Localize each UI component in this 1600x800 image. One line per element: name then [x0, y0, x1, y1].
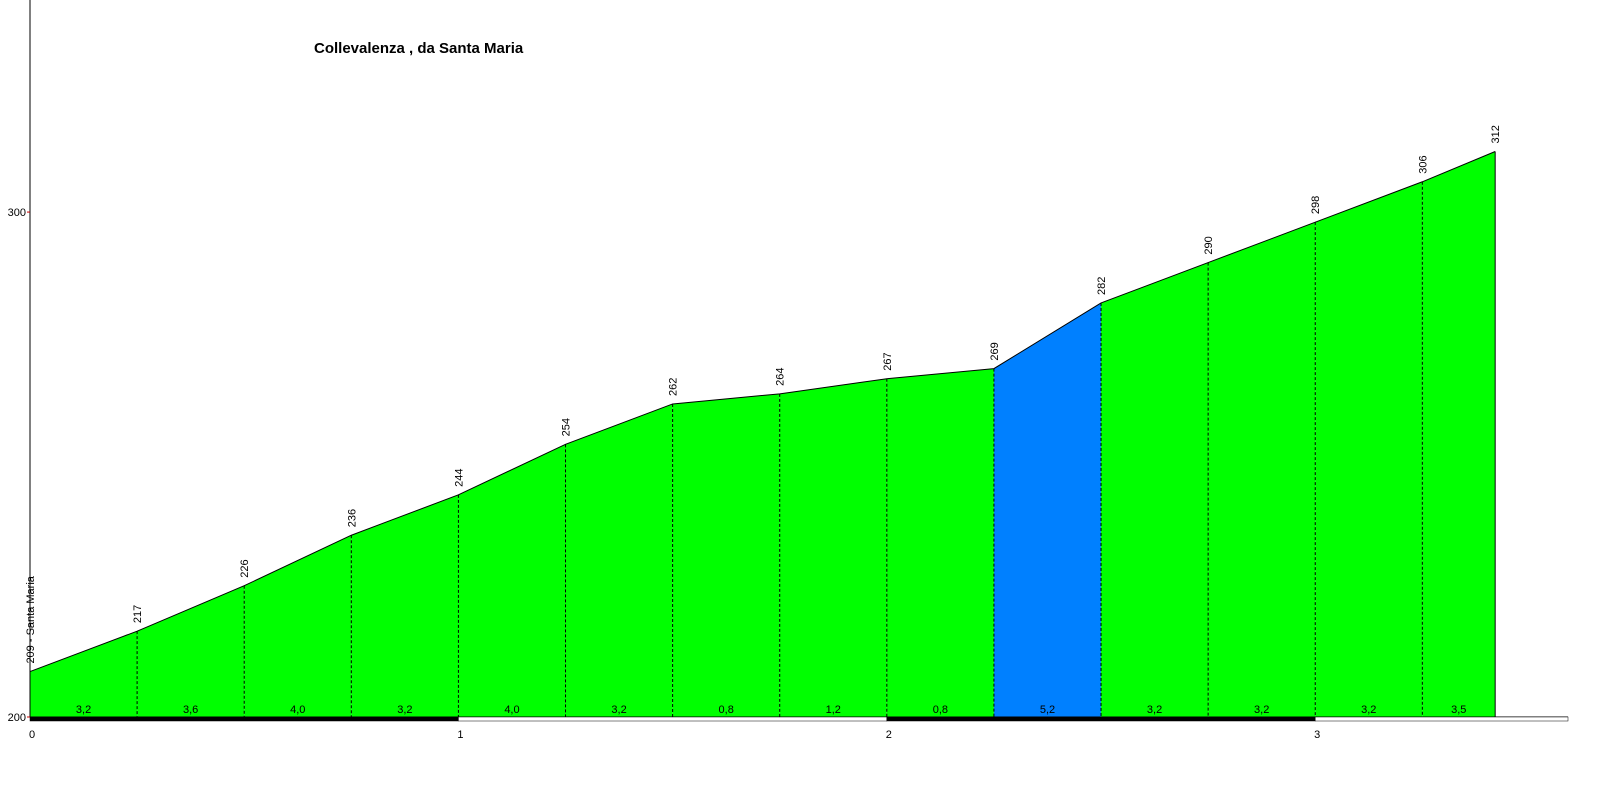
elevation-label: 267: [882, 352, 894, 370]
elevation-label: 312: [1490, 125, 1502, 143]
gradient-label: 1,2: [826, 704, 841, 716]
gradient-label: 4,0: [504, 704, 519, 716]
y-tick-label: 300: [8, 207, 26, 219]
profile-line: [29, 151, 1496, 673]
chart-title: Collevalenza , da Santa Maria: [314, 40, 524, 57]
elevation-label: 209 - Santa Maria: [25, 575, 37, 663]
km-bar: [29, 716, 459, 722]
gradient-label: 3,2: [76, 704, 91, 716]
elevation-label: 244: [453, 468, 465, 486]
gradient-segment: [565, 403, 673, 717]
x-tick-label: 1: [457, 729, 463, 741]
gradient-segment: [137, 585, 245, 717]
y-tick-label: 200: [8, 712, 26, 724]
gradient-label: 3,2: [397, 704, 412, 716]
elevation-label: 226: [239, 559, 251, 577]
gradient-label: 0,8: [719, 704, 734, 716]
gradient-segment: [351, 494, 459, 717]
gradient-label: 3,2: [611, 704, 626, 716]
gradient-label: 3,2: [1361, 704, 1376, 716]
elevation-label: 282: [1096, 277, 1108, 295]
elevation-label: 306: [1417, 155, 1429, 173]
gradient-label: 3,2: [1254, 704, 1269, 716]
gradient-label: 3,6: [183, 704, 198, 716]
gradient-segment: [672, 393, 780, 717]
gradient-label: 4,0: [290, 704, 305, 716]
elevation-label: 298: [1310, 196, 1322, 214]
gradient-label: 3,2: [1147, 704, 1162, 716]
gradient-segment: [30, 631, 138, 717]
x-tick-label: 3: [1314, 729, 1320, 741]
gradient-segment: [1101, 262, 1209, 717]
km-bar: [458, 716, 888, 722]
km-bar: [886, 716, 1316, 722]
elevation-label: 269: [989, 342, 1001, 360]
gradient-segment: [779, 378, 887, 717]
gradient-segment: [1208, 222, 1316, 718]
km-bar: [1314, 716, 1569, 722]
elevation-label: 254: [561, 418, 573, 436]
elevation-label: 217: [132, 605, 144, 623]
gradient-segment: [458, 444, 566, 717]
gradient-segment: [1315, 181, 1423, 717]
gradient-label: 3,5: [1451, 704, 1466, 716]
elevation-label: 262: [668, 378, 680, 396]
elevation-label: 236: [346, 509, 358, 527]
gradient-label: 5,2: [1040, 704, 1055, 716]
gradient-segment: [993, 302, 1102, 717]
gradient-label: 0,8: [933, 704, 948, 716]
x-tick-label: 0: [29, 729, 35, 741]
elevation-label: 264: [775, 367, 787, 385]
gradient-segment: [244, 535, 352, 717]
elevation-label: 290: [1203, 236, 1215, 254]
gradient-segment: [1422, 151, 1496, 717]
x-tick-label: 2: [886, 729, 892, 741]
gradient-segment: [886, 368, 994, 717]
